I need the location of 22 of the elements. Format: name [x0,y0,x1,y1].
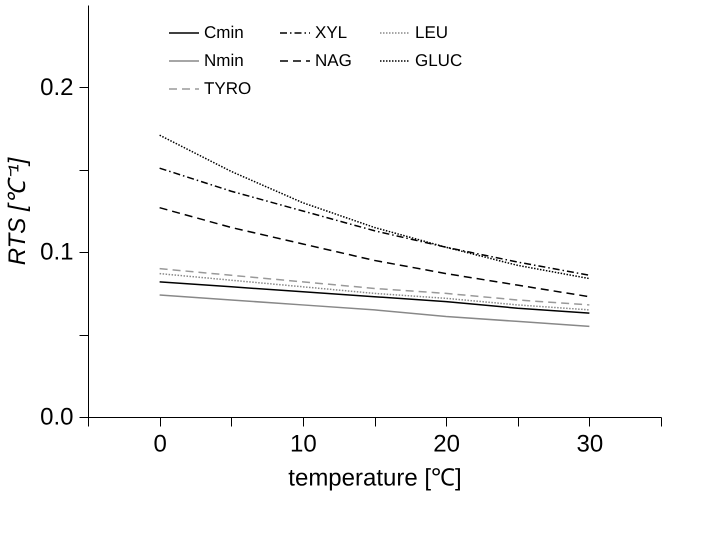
x-tick-label: 10 [290,430,317,458]
legend-label: Cmin [204,23,244,42]
legend-label: TYRO [204,79,252,98]
x-axis-title: temperature [℃] [288,464,462,492]
y-tick-label: 0.1 [40,238,74,266]
line-series [158,206,590,298]
y-tick-label: 0.2 [40,74,74,101]
line-series [158,281,590,314]
y-tick-label: 0.0 [40,404,74,430]
legend-label: NAG [315,51,352,70]
line-series [158,134,590,280]
x-tick-label: 20 [433,430,460,458]
x-tick-label: 30 [576,430,604,458]
legend-label: Nmin [204,51,244,70]
legend-label: GLUC [415,51,462,70]
line-series [158,268,590,306]
y-axis-title: RTS [℃⁻¹] [4,156,32,266]
legend-label: XYL [315,23,348,42]
line-series [158,294,590,328]
line-series [158,272,590,311]
x-tick-label: 0 [153,430,167,458]
legend-label: LEU [415,23,448,42]
